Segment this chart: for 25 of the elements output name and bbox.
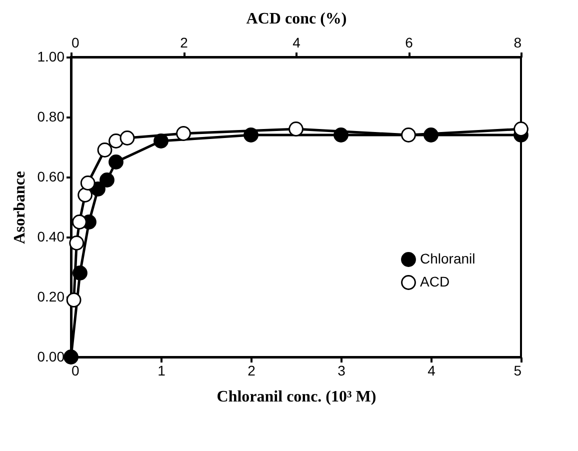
x-tick-label: 3: [338, 362, 346, 378]
y-tick-label: 0.20: [37, 288, 65, 304]
legend-label: ACD: [420, 274, 450, 290]
x-tick-label: 1: [158, 362, 166, 378]
point: [100, 172, 114, 188]
point: [108, 154, 124, 170]
point: [64, 350, 78, 364]
x2-tick-label: 0: [72, 34, 80, 50]
y-tick-label: 0.80: [37, 108, 65, 124]
x-tick-label: 5: [514, 362, 522, 378]
x2-tick-label: 4: [292, 34, 301, 50]
legend-label: Chloranil: [420, 250, 476, 266]
y-tick-label: 0.60: [37, 168, 65, 184]
x-tick-label: 0: [72, 362, 80, 378]
y-tick-label: 0.40: [37, 228, 65, 244]
y-tick-label: 1.00: [37, 48, 65, 64]
x2-tick-label: 2: [180, 34, 188, 50]
x-tick-label: 2: [248, 362, 256, 378]
x-axis-title: Chloranil conc. (10³ M): [216, 388, 376, 406]
y-tick-label: 0.00: [37, 348, 65, 364]
x2-tick-label: 8: [514, 34, 522, 50]
x-tick-label: 4: [428, 362, 436, 378]
x2-axis-title: ACD conc (%): [246, 10, 347, 28]
x2-tick-label: 6: [405, 34, 414, 50]
y-axis-title: Asorbance: [11, 171, 28, 244]
